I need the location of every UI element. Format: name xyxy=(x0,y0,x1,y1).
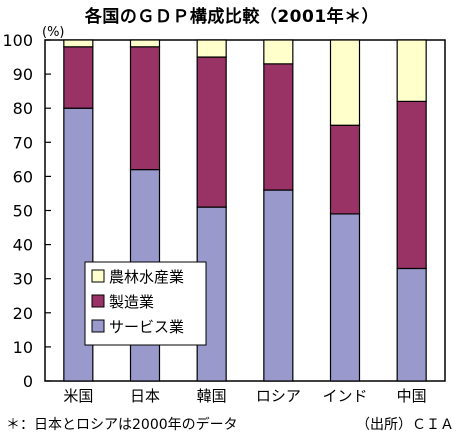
bar-segment xyxy=(329,213,361,382)
bar-segment xyxy=(63,46,94,109)
y-tick-label: 30 xyxy=(13,270,33,289)
y-tick-label: 10 xyxy=(13,338,33,357)
bar-segment xyxy=(329,39,361,126)
footnote: ＊：日本とロシアは2000年のデータ xyxy=(6,417,238,433)
x-tick-label: 韓国 xyxy=(197,387,227,405)
bar-segment xyxy=(263,63,294,191)
y-tick-label: 40 xyxy=(13,236,33,255)
bar-segment xyxy=(396,267,427,382)
y-tick-label: 100 xyxy=(2,31,33,50)
bar-segment xyxy=(63,39,94,48)
legend-swatch xyxy=(91,319,105,333)
x-tick-label: インド xyxy=(322,387,367,405)
y-tick-label: 70 xyxy=(13,133,33,152)
legend-label: サービス業 xyxy=(109,318,184,336)
y-tick-label: 90 xyxy=(13,65,33,84)
chart-title: 各国のＧＤＰ構成比較（2001年＊） xyxy=(84,7,380,27)
bar-segment xyxy=(329,124,361,215)
legend-box xyxy=(84,261,207,346)
legend-swatch xyxy=(91,269,105,283)
bar-segment xyxy=(396,39,427,102)
bar-segment xyxy=(263,189,294,382)
plot-area: (%) 0 10 20 30 40 50 60 70 80 90 100 米国 日本 韓国 ロシア インド 中国 農… xyxy=(2,25,446,405)
bar-segment xyxy=(129,46,161,171)
y-axis-unit-label: (%) xyxy=(42,25,65,40)
bar-segment xyxy=(196,56,227,208)
y-tick-label: 60 xyxy=(13,167,33,186)
bar-segment xyxy=(396,100,427,270)
x-tick-label: ロシア xyxy=(256,387,301,405)
y-tick-label: 0 xyxy=(23,372,33,391)
x-tick-label: 日本 xyxy=(130,387,160,405)
legend-label: 農林水産業 xyxy=(109,268,184,286)
legend-label: 製造業 xyxy=(109,293,154,311)
x-tick-label: 中国 xyxy=(397,387,427,405)
legend-swatch xyxy=(91,294,105,308)
y-tick-label: 50 xyxy=(13,202,33,221)
x-tick-label: 米国 xyxy=(63,387,93,405)
bar-segment xyxy=(196,39,227,58)
bar-segment xyxy=(263,39,294,65)
y-tick-label: 80 xyxy=(13,99,33,118)
source-note: （出所）ＣＩＡ xyxy=(356,417,454,433)
y-tick-label: 20 xyxy=(13,304,33,323)
bar-segment xyxy=(129,39,161,48)
